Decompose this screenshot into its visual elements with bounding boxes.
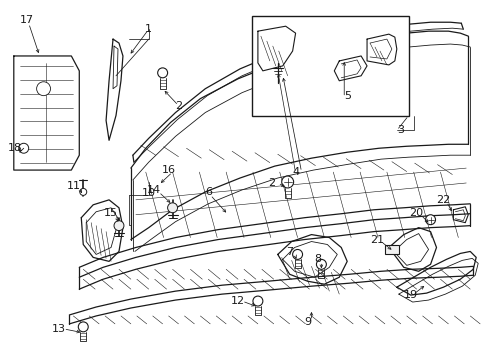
Text: 17: 17 — [20, 15, 34, 25]
Text: 5: 5 — [343, 91, 351, 101]
Circle shape — [293, 249, 302, 260]
Text: 7: 7 — [286, 247, 293, 257]
Bar — [385, 246, 399, 255]
Circle shape — [78, 322, 88, 332]
Text: 14: 14 — [147, 185, 161, 195]
Text: 22: 22 — [436, 195, 451, 205]
Text: 15: 15 — [104, 208, 118, 218]
Circle shape — [168, 203, 177, 213]
Circle shape — [282, 176, 294, 188]
Text: 9: 9 — [304, 317, 311, 327]
Text: 1: 1 — [145, 24, 152, 34]
Text: 2: 2 — [175, 100, 182, 111]
Text: 6: 6 — [205, 187, 212, 197]
Circle shape — [114, 221, 124, 231]
Text: 20: 20 — [410, 208, 424, 218]
Text: 13: 13 — [51, 324, 66, 334]
Text: 16: 16 — [162, 165, 175, 175]
Circle shape — [317, 260, 326, 269]
Circle shape — [80, 188, 87, 195]
Text: 19: 19 — [404, 290, 418, 300]
Text: 11: 11 — [67, 181, 81, 191]
Text: 21: 21 — [370, 234, 384, 244]
Text: 12: 12 — [231, 296, 245, 306]
Circle shape — [19, 143, 29, 153]
Text: 10: 10 — [142, 188, 156, 198]
Text: 4: 4 — [292, 167, 299, 177]
Circle shape — [37, 82, 50, 96]
Text: 8: 8 — [314, 255, 321, 264]
Circle shape — [158, 68, 168, 78]
Text: 2: 2 — [268, 178, 275, 188]
Bar — [252, 16, 409, 116]
Text: 3: 3 — [397, 125, 404, 135]
Text: 18: 18 — [8, 143, 22, 153]
Circle shape — [253, 296, 263, 306]
Circle shape — [426, 215, 436, 225]
